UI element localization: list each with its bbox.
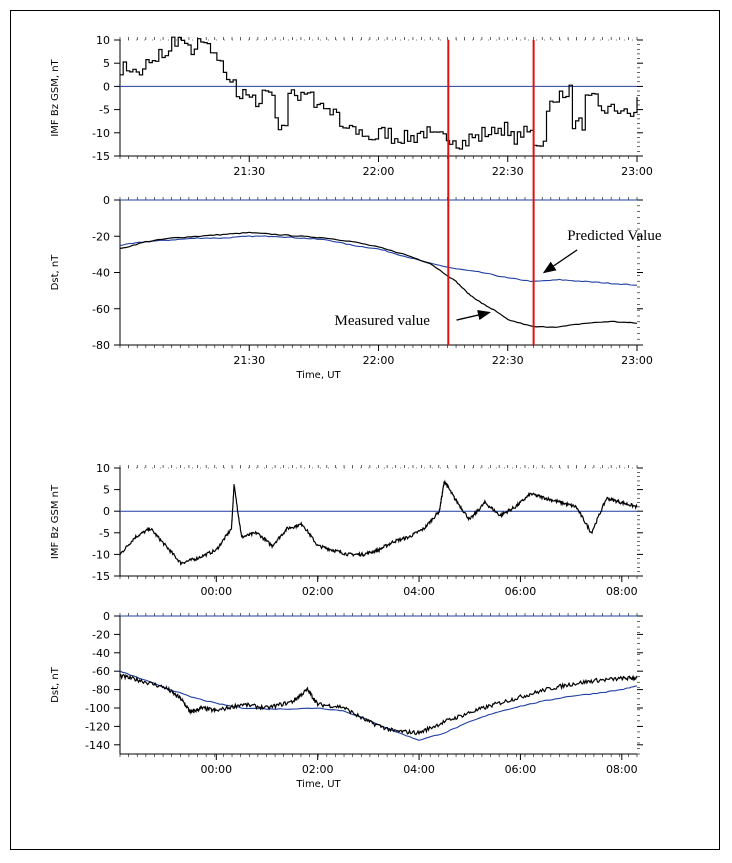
chart-panel-dst2: -140 -120 -100 -80 -60 -40 -20 0 00:00 02:00 04:00… [50, 610, 643, 790]
x-tick-label: 08:00 [606, 585, 638, 598]
y-axis-title: Dst, nT [50, 666, 61, 703]
series-line-measured [119, 479, 638, 566]
y-tick-label: 10 [96, 34, 110, 47]
y-tick-label: -100 [85, 702, 110, 715]
chart-panel-imf2: -15 -10 -5 0 5 10 00:00 02:00 04:00 06:00 08:00 IMF… [50, 462, 643, 598]
x-tick-label: 00:00 [200, 585, 232, 598]
y-axis-title: Dst, nT [50, 254, 61, 291]
x-tick-label: 23:00 [621, 165, 653, 178]
chart-panel-imf1: -15 -10 -5 0 5 10 21:30 22:00 22:30 23:00 IMF Bz G… [50, 34, 653, 178]
x-tick-label: 22:30 [492, 165, 524, 178]
x-tick-label: 00:00 [200, 763, 232, 776]
y-tick-label: 5 [103, 57, 110, 70]
y-tick-label: -80 [92, 684, 110, 697]
y-tick-label: 0 [103, 505, 110, 518]
y-axis-title: IMF Bz GSM nT [50, 484, 61, 559]
y-tick-label: -60 [92, 303, 110, 316]
y-tick-label: 0 [103, 194, 110, 207]
series-line-measured [119, 673, 638, 736]
y-tick-label: -5 [99, 104, 110, 117]
annotation-arrow [542, 249, 578, 274]
y-tick-label: -15 [92, 150, 110, 163]
x-tick-label: 08:00 [606, 763, 638, 776]
annotation-arrow [456, 309, 491, 321]
y-tick-label: -20 [92, 230, 110, 243]
y-tick-label: -140 [85, 739, 110, 752]
x-tick-label: 21:30 [233, 165, 265, 178]
x-tick-label: 04:00 [403, 585, 435, 598]
x-axis-title: Time, UT [295, 370, 341, 381]
x-tick-label: 22:00 [363, 165, 395, 178]
y-tick-label: -60 [92, 665, 110, 678]
x-tick-label: 22:30 [492, 354, 524, 367]
y-tick-label: 5 [103, 484, 110, 497]
series-line-predicted [119, 670, 638, 741]
series-line-measured [119, 231, 638, 328]
x-tick-label: 04:00 [403, 763, 435, 776]
series-line-measured [120, 36, 638, 150]
x-tick-label: 21:30 [233, 354, 265, 367]
y-tick-label: -40 [92, 267, 110, 280]
y-tick-label: -20 [92, 628, 110, 641]
y-tick-label: -5 [99, 527, 110, 540]
y-tick-label: -10 [92, 548, 110, 561]
x-tick-label: 02:00 [302, 763, 334, 776]
x-tick-label: 22:00 [363, 354, 395, 367]
x-tick-label: 06:00 [505, 763, 537, 776]
annotation-label: Predicted Value [567, 228, 662, 244]
y-tick-label: 0 [103, 610, 110, 623]
x-axis-title: Time, UT [295, 779, 341, 790]
y-tick-label: 0 [103, 80, 110, 93]
y-tick-label: -120 [85, 720, 110, 733]
annotation-label: Measured value [335, 313, 431, 329]
figure-frame [10, 10, 720, 850]
series-line-predicted [119, 235, 637, 286]
y-axis-title: IMF Bz GSM, nT [50, 58, 61, 136]
chart-panel-dst1: -80 -60 -40 -20 0 21:30 22:00 22:30 23:00 Dst, nT… [50, 194, 653, 381]
y-tick-label: -15 [92, 570, 110, 583]
y-tick-label: 10 [96, 462, 110, 475]
y-tick-label: -10 [92, 127, 110, 140]
x-tick-label: 06:00 [505, 585, 537, 598]
x-tick-label: 23:00 [621, 354, 653, 367]
y-tick-label: -80 [92, 339, 110, 352]
x-tick-label: 02:00 [302, 585, 334, 598]
y-tick-label: -40 [92, 647, 110, 660]
